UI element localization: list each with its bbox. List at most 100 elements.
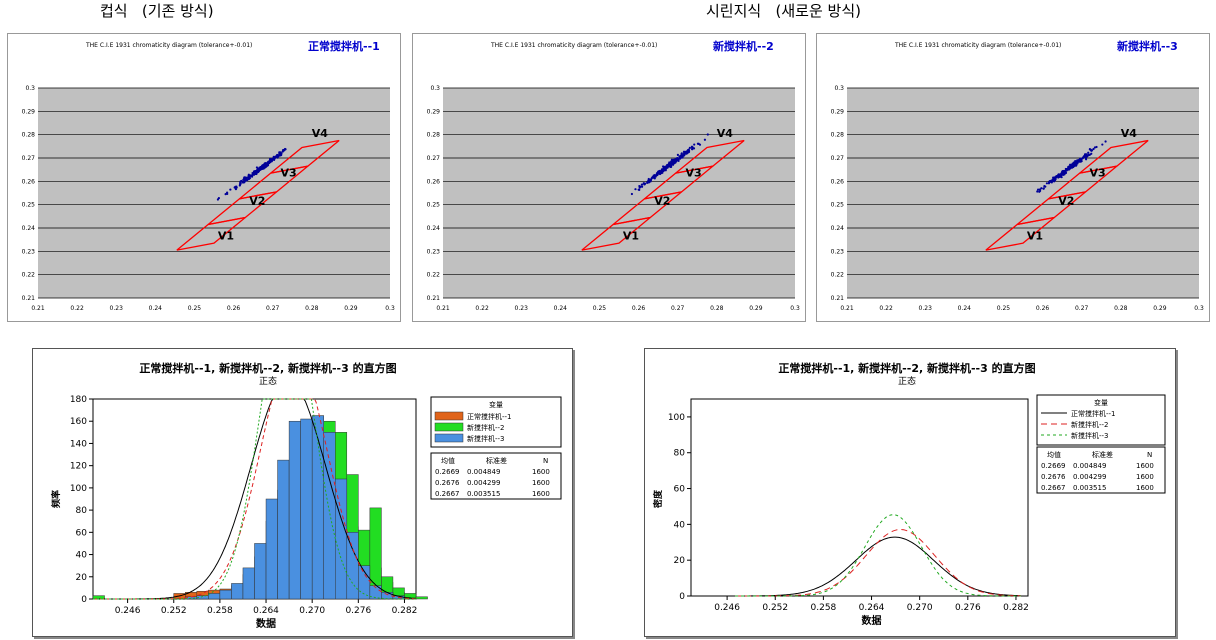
y-tick-label: 100	[668, 413, 685, 423]
region-label: V2	[1058, 195, 1074, 208]
scatter-point	[276, 156, 279, 159]
histogram-title: 正常搅拌机--1, 新搅拌机--2, 新搅拌机--3 的直方图	[139, 361, 396, 375]
region-label: V3	[685, 167, 701, 180]
legend-swatch	[434, 422, 464, 432]
y-tick-label: 0.22	[22, 272, 36, 279]
y-tick-label: 0.28	[831, 132, 845, 139]
x-tick-label: 0.23	[110, 305, 124, 312]
scatter-point	[683, 152, 686, 155]
x-tick-label: 0.29	[344, 305, 358, 312]
x-tick-label: 0.21	[31, 305, 45, 312]
region-label: V4	[717, 127, 734, 140]
tolerance-region-V4	[270, 139, 340, 174]
scatter-point	[1084, 155, 1087, 158]
y-tick-label: 140	[70, 439, 87, 449]
scatter-point	[640, 185, 644, 188]
y-tick-label: 0	[679, 592, 685, 602]
stats-cell: 0.004849	[467, 468, 500, 476]
histogram-bar	[415, 596, 428, 600]
stats-cell: 1600	[532, 490, 550, 498]
stats-cell: 0.2669	[1041, 462, 1066, 470]
y-axis-label: 密度	[652, 489, 664, 509]
x-tick-label: 0.252	[762, 603, 788, 613]
scatter-point	[238, 184, 241, 187]
legend-label: 正常搅拌机--1	[1071, 409, 1116, 418]
scatter-point	[256, 169, 259, 172]
scatter-points	[216, 147, 287, 201]
scatter-point	[246, 178, 249, 182]
y-tick-label: 0.21	[427, 295, 441, 302]
x-tick-label: 0.3	[1194, 305, 1204, 312]
scatter-point	[679, 155, 682, 158]
region-label: V4	[1121, 127, 1138, 140]
stats-header: 标准差	[1092, 450, 1113, 459]
scatter-point	[1082, 156, 1085, 159]
scatter-point	[226, 192, 229, 196]
y-tick-label: 0.3	[834, 85, 844, 92]
y-tick-label: 60	[76, 528, 88, 538]
stats-cell: 0.004299	[1073, 473, 1106, 481]
x-tick-label: 0.28	[305, 305, 319, 312]
cie-series-label: 正常搅拌机--1	[308, 39, 380, 53]
stats-cell: 1600	[1136, 473, 1154, 481]
legend-label: 新搅拌机--2	[1071, 420, 1109, 429]
scatter-point	[688, 146, 691, 149]
scatter-point	[239, 182, 242, 185]
stats-cell: 0.004299	[467, 479, 500, 487]
legend-label: 新搅拌机--3	[1071, 431, 1109, 440]
stats-cell: 0.2667	[1041, 484, 1066, 492]
scatter-point	[250, 175, 254, 178]
scatter-point	[1101, 143, 1104, 146]
x-tick-label: 0.282	[1003, 603, 1029, 613]
scatter-point	[1080, 159, 1083, 163]
scatter-point	[258, 167, 261, 170]
histogram-panel: 正常搅拌机--1, 新搅拌机--2, 新搅拌机--3 的直方图 正态 0 20 40 60…	[32, 348, 573, 637]
stats-header: 均值	[1047, 450, 1061, 459]
y-tick-label: 0.29	[427, 108, 441, 115]
y-tick-label: 0.3	[430, 85, 440, 92]
scatter-point	[1089, 148, 1092, 151]
histogram-bar	[335, 478, 348, 600]
histogram-bar	[265, 498, 278, 600]
scatter-point	[217, 197, 220, 200]
scatter-point	[673, 159, 677, 162]
y-tick-label: 0.3	[25, 85, 35, 92]
legend-swatch	[434, 411, 464, 421]
cie-title: THE C.I.E 1931 chromaticity diagram (tol…	[894, 42, 1061, 49]
histogram-bar	[323, 432, 336, 600]
cie-panel-2: THE C.I.E 1931 chromaticity diagram (tol…	[412, 33, 806, 322]
stats-cell: 0.2676	[1041, 473, 1066, 481]
y-tick-label: 0.24	[831, 225, 845, 232]
x-tick-label: 0.3	[385, 305, 395, 312]
scatter-point	[640, 183, 644, 186]
scatter-point	[263, 162, 266, 165]
y-tick-label: 0.23	[831, 248, 845, 255]
y-tick-label: 0.26	[427, 178, 441, 185]
x-tick-label: 0.26	[1036, 305, 1050, 312]
legend-title: 变量	[1094, 398, 1108, 407]
scatter-point	[1051, 178, 1054, 181]
x-axis-label: 数据	[256, 617, 276, 630]
y-tick-label: 0.24	[427, 225, 441, 232]
density-curve	[735, 514, 1021, 597]
region-label: V3	[280, 167, 296, 180]
plot-area	[443, 88, 795, 298]
scatter-point	[1042, 187, 1045, 190]
y-tick-label: 0.21	[831, 295, 845, 302]
legend-label: 正常搅拌机--1	[467, 412, 512, 421]
scatter-point	[646, 181, 649, 185]
y-tick-label: 120	[70, 462, 87, 472]
y-tick-label: 0.28	[427, 132, 441, 139]
scatter-point	[643, 183, 646, 186]
scatter-point	[685, 150, 688, 154]
normal-fit-curve	[93, 398, 416, 600]
tolerance-region-V4	[675, 139, 745, 174]
histogram-bar	[231, 583, 244, 600]
histogram-bar	[300, 418, 313, 600]
scatter-point	[638, 188, 641, 191]
scatter-point	[1057, 175, 1060, 178]
stats-box	[430, 452, 562, 500]
cie-panel-1: THE C.I.E 1931 chromaticity diagram (tol…	[7, 33, 401, 322]
histogram-bar	[346, 532, 359, 600]
